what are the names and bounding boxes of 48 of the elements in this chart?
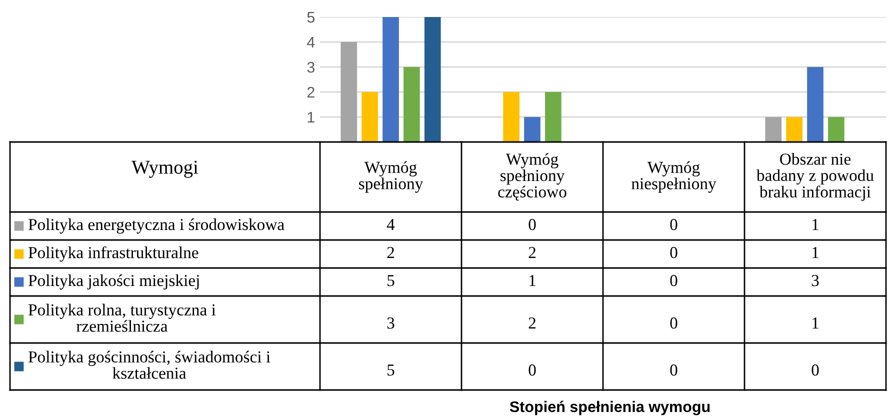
data-label: 1	[812, 219, 818, 230]
bar	[765, 117, 782, 142]
x-tick-label: Wymóg spełniony częściowo	[498, 153, 566, 201]
bar	[524, 117, 540, 142]
data-label: 1	[812, 318, 818, 329]
data-label: 1	[812, 247, 818, 258]
data-label: 0	[670, 246, 678, 258]
data-label: 0	[812, 364, 819, 376]
data-label: 0	[528, 364, 536, 376]
data-label: 0	[670, 317, 678, 329]
data-label: 0	[528, 218, 536, 230]
bar	[340, 42, 358, 142]
x-tick-label: Wymóg spełniony	[359, 161, 424, 193]
y-tick-label: 2	[307, 86, 314, 98]
data-label: 2	[528, 246, 536, 258]
x-tick-label: Wymóg niespełniony	[632, 161, 716, 193]
legend-label: Polityka energetyczna i środowiskowa	[28, 218, 284, 234]
data-label: 3	[387, 317, 394, 329]
data-label: 2	[528, 317, 536, 329]
data-label: 1	[530, 275, 536, 286]
data-label: 5	[388, 364, 394, 376]
bar	[545, 92, 562, 142]
text: Stopień spełnienia wymogu	[510, 400, 710, 416]
y-tick-label: 3	[307, 62, 314, 73]
data-label: 3	[812, 274, 819, 286]
bar	[424, 17, 441, 142]
data-label: 4	[386, 219, 395, 230]
data-label: 0	[670, 274, 678, 286]
legend-label: Polityka rolna, turystyczna i rzemieślnicza	[28, 304, 216, 332]
bar	[503, 92, 520, 142]
y-tick-label: 1	[308, 112, 314, 123]
legend-label: Polityka jakości miejskiej	[28, 274, 199, 290]
data-label: 0	[670, 364, 678, 376]
bar	[786, 117, 802, 142]
data-label: 5	[388, 275, 394, 286]
y-tick-label: 5	[307, 12, 314, 23]
legend-label: Polityka gościnności, świadomości i kształcenia	[28, 350, 270, 379]
legend-label: Polityka infrastrukturalne	[28, 246, 198, 262]
bar	[362, 92, 378, 142]
x-tick-label: Obszar nie badany z powodu braku informacji	[756, 153, 874, 201]
data-label: 0	[670, 218, 678, 230]
bar	[404, 67, 420, 142]
bar	[382, 17, 399, 142]
bar	[828, 117, 844, 142]
y-tick-label: 4	[306, 37, 315, 48]
legend-title: Wymogi	[132, 160, 198, 178]
bar	[807, 67, 824, 142]
data-label: 2	[387, 246, 394, 258]
